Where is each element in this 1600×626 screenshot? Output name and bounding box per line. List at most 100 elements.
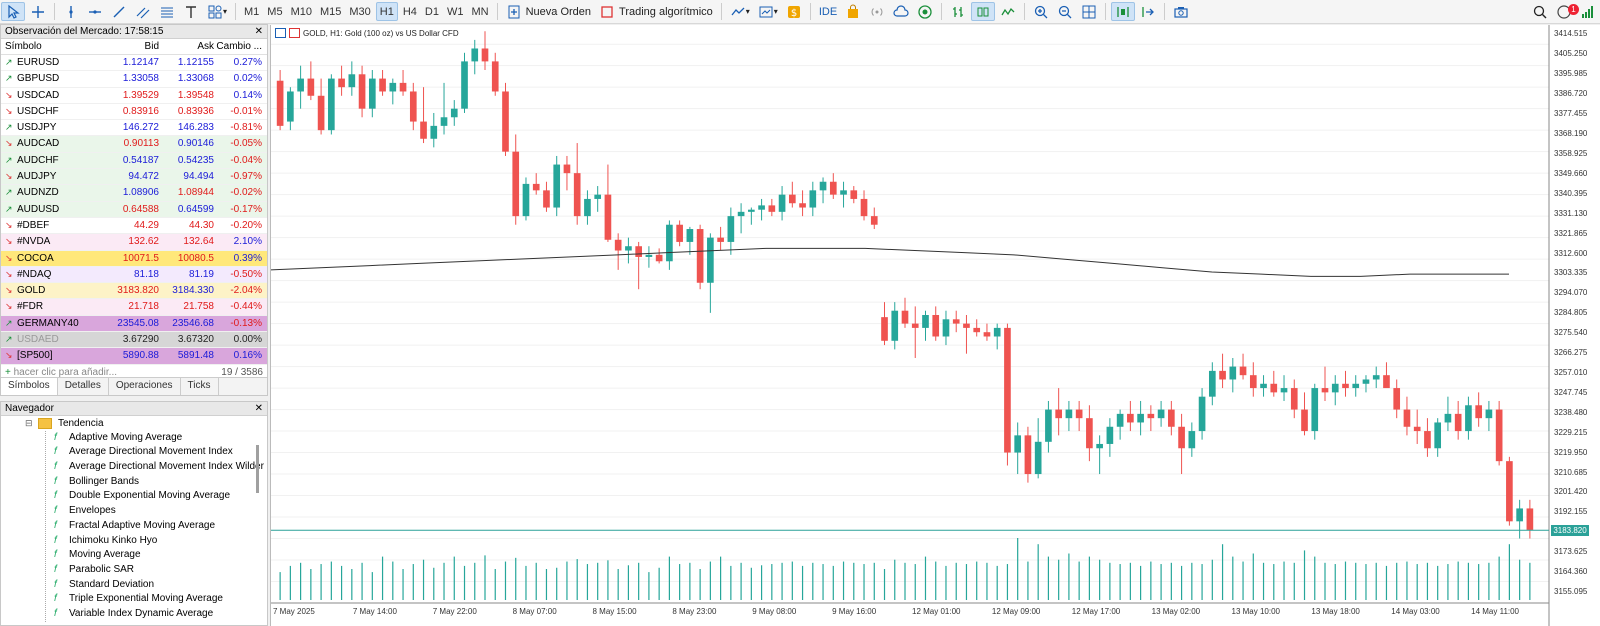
navigator-indicator-item[interactable]: 𝑓 Adaptive Moving Average [46, 431, 267, 446]
notifications-button[interactable]: 1 [1553, 2, 1579, 21]
symbol-row[interactable]: ↘ COCOA 10071.5 10080.5 0.39% [1, 250, 267, 267]
chart-indicator-icon[interactable] [289, 28, 300, 38]
navigator-indicator-item[interactable]: 𝑓 Average Directional Movement Index [46, 445, 267, 460]
timeframe-m5-button[interactable]: M5 [267, 5, 283, 18]
candle-body [1372, 375, 1380, 380]
symbol-row[interactable]: ↘ USDCHF 0.83916 0.83936 -0.01% [1, 103, 267, 121]
plus-icon: + [5, 366, 11, 378]
algo-trading-button[interactable]: Trading algorítmico [596, 2, 716, 21]
symbol-row[interactable]: ↘ #FDR 21.718 21.758 -0.44% [1, 299, 267, 316]
symbol-row[interactable]: ↗ USDAED 3.67290 3.67320 0.00% [1, 332, 267, 349]
change-cell: 0.27% [233, 57, 262, 68]
candlestick-chart[interactable] [271, 25, 1600, 626]
column-header-ask[interactable]: Ask [197, 41, 214, 52]
navigator-indicator-item[interactable]: 𝑓 Moving Average [46, 548, 267, 563]
symbol-row[interactable]: ↘ [SP500] 5890.88 5891.48 0.16% [1, 348, 267, 365]
timeframe-w1-button[interactable]: W1 [446, 5, 464, 18]
indicator-icon: 𝑓 [54, 475, 58, 487]
navigator-indicator-item[interactable]: 𝑓 Bollinger Bands [46, 475, 267, 490]
vps-button[interactable] [890, 2, 912, 21]
candles-button[interactable] [971, 2, 996, 21]
symbol-row[interactable]: ↘ #DBEF 44.29 44.30 -0.20% [1, 217, 267, 235]
screenshot-button[interactable] [1170, 2, 1192, 21]
signals-button[interactable] [866, 2, 888, 21]
channel-button[interactable] [132, 2, 154, 21]
symbol-row[interactable]: ↗ AUDNZD 1.08906 1.08944 -0.02% [1, 185, 267, 202]
timeframe-m1-button[interactable]: M1 [244, 5, 260, 18]
template-button[interactable]: ▾ [755, 2, 781, 21]
symbol-row[interactable]: ↗ EURUSD 1.12147 1.12155 0.27% [1, 55, 267, 72]
time-axis-label: 12 May 09:00 [991, 607, 1041, 616]
collapse-icon[interactable]: ⊟ [25, 418, 33, 428]
symbol-row[interactable]: ↗ USDJPY 146.272 146.283 -0.81% [1, 120, 267, 137]
autoscroll-button[interactable] [1111, 2, 1136, 21]
navigator-indicator-item[interactable]: 𝑓 Ichimoku Kinko Hyo [46, 534, 267, 549]
indicator-label: Bollinger Bands [69, 475, 140, 487]
column-header-bid[interactable]: Bid [144, 41, 159, 52]
timeframe-mn-button[interactable]: MN [471, 5, 489, 18]
chart-menu-icon[interactable] [275, 28, 286, 38]
symbol-row[interactable]: ↘ GOLD 3183.820 3184.330 -2.04% [1, 283, 267, 300]
timeframe-h4-button[interactable]: H4 [402, 5, 417, 18]
connection-status[interactable] [1577, 2, 1599, 21]
timeframe-m30-button[interactable]: M30 [349, 5, 371, 18]
symbol-row[interactable]: ↗ AUDUSD 0.64588 0.64599 -0.17% [1, 201, 267, 218]
column-header-symbol[interactable]: Símbolo [5, 41, 42, 52]
close-icon[interactable]: ✕ [254, 403, 263, 414]
navigator-indicator-item[interactable]: 𝑓 Double Exponential Moving Average [46, 489, 267, 504]
close-icon[interactable]: ✕ [254, 26, 263, 37]
search-button[interactable] [1529, 2, 1551, 21]
timeframe-m10-button[interactable]: M10 [290, 5, 312, 18]
zoom-out-button[interactable] [1054, 2, 1076, 21]
navigator-indicator-item[interactable]: 𝑓 Parabolic SAR [46, 563, 267, 578]
column-header-change[interactable]: Cambio ... [216, 41, 262, 52]
horizontal-line-button[interactable] [84, 2, 106, 21]
text-tool-button[interactable] [180, 2, 202, 21]
grid-button[interactable] [1078, 2, 1100, 21]
symbol-row[interactable]: ↗ AUDCHF 0.54187 0.54235 -0.04% [1, 152, 267, 170]
symbol-row[interactable]: ↘ #NVDA 132.62 132.64 2.10% [1, 234, 267, 251]
tab-ticks[interactable]: Ticks [181, 378, 219, 395]
tab-operations[interactable]: Operaciones [109, 378, 181, 395]
navigator-indicator-item[interactable]: 𝑓 Standard Deviation [46, 578, 267, 593]
ide-button[interactable]: IDE [816, 2, 840, 21]
navigator-indicator-item[interactable]: 𝑓 Average Directional Movement Index Wild… [46, 460, 267, 475]
vertical-line-button[interactable] [60, 2, 82, 21]
candle-body [1004, 327, 1011, 453]
bar-chart-button[interactable] [947, 2, 969, 21]
price-axis-label: 3414.515 [1554, 29, 1588, 39]
symbol-row[interactable]: ↘ AUDCAD 0.90113 0.90146 -0.05% [1, 136, 267, 153]
chart-type-button[interactable]: ▾ [727, 2, 753, 21]
timeframe-m15-button[interactable]: M15 [319, 5, 342, 18]
candle-body [1188, 431, 1196, 449]
tab-symbols[interactable]: Símbolos [1, 378, 58, 395]
candle-body [870, 216, 878, 225]
new-order-button[interactable]: Nueva Orden [503, 2, 594, 21]
symbol-row[interactable]: ↘ USDCAD 1.39529 1.39548 0.14% [1, 87, 267, 104]
fibonacci-button[interactable] [156, 2, 178, 21]
cursor-tool-button[interactable] [1, 2, 25, 21]
trendline-button[interactable] [108, 2, 130, 21]
symbol-row[interactable]: ↗ GERMANY40 23545.08 23546.68 -0.13% [1, 315, 267, 333]
navigator-scrollbar[interactable] [256, 445, 259, 493]
navigator-indicator-item[interactable]: 𝑓 Variable Index Dynamic Average [46, 607, 267, 622]
line-button[interactable] [997, 2, 1019, 21]
tab-details[interactable]: Detalles [58, 378, 109, 395]
chart-window[interactable]: GOLD, H1: Gold (100 oz) vs US Dollar CFD… [270, 25, 1600, 626]
timeframe-d1-button[interactable]: D1 [424, 5, 439, 18]
community-button[interactable] [914, 2, 936, 21]
navigator-indicator-item[interactable]: 𝑓 Envelopes [46, 504, 267, 519]
market-button[interactable]: $ [783, 2, 805, 21]
navigator-indicator-item[interactable]: 𝑓 Triple Exponential Moving Average [46, 592, 267, 607]
symbol-row[interactable]: ↘ #NDAQ 81.18 81.19 -0.50% [1, 266, 267, 284]
crosshair-tool-button[interactable] [27, 2, 49, 21]
navigator-folder-trend[interactable]: ⊟ Tendencia [1, 416, 267, 431]
shapes-button[interactable]: ▾ [204, 2, 230, 21]
symbol-row[interactable]: ↘ AUDJPY 94.472 94.494 -0.97% [1, 169, 267, 186]
timeframe-h1-button[interactable]: H1 [375, 2, 398, 21]
navigator-indicator-item[interactable]: 𝑓 Fractal Adaptive Moving Average [46, 519, 267, 534]
chart-shift-button[interactable] [1137, 2, 1159, 21]
market-bag-button[interactable] [842, 2, 864, 21]
symbol-row[interactable]: ↗ GBPUSD 1.33058 1.33068 0.02% [1, 71, 267, 88]
zoom-in-button[interactable] [1030, 2, 1052, 21]
